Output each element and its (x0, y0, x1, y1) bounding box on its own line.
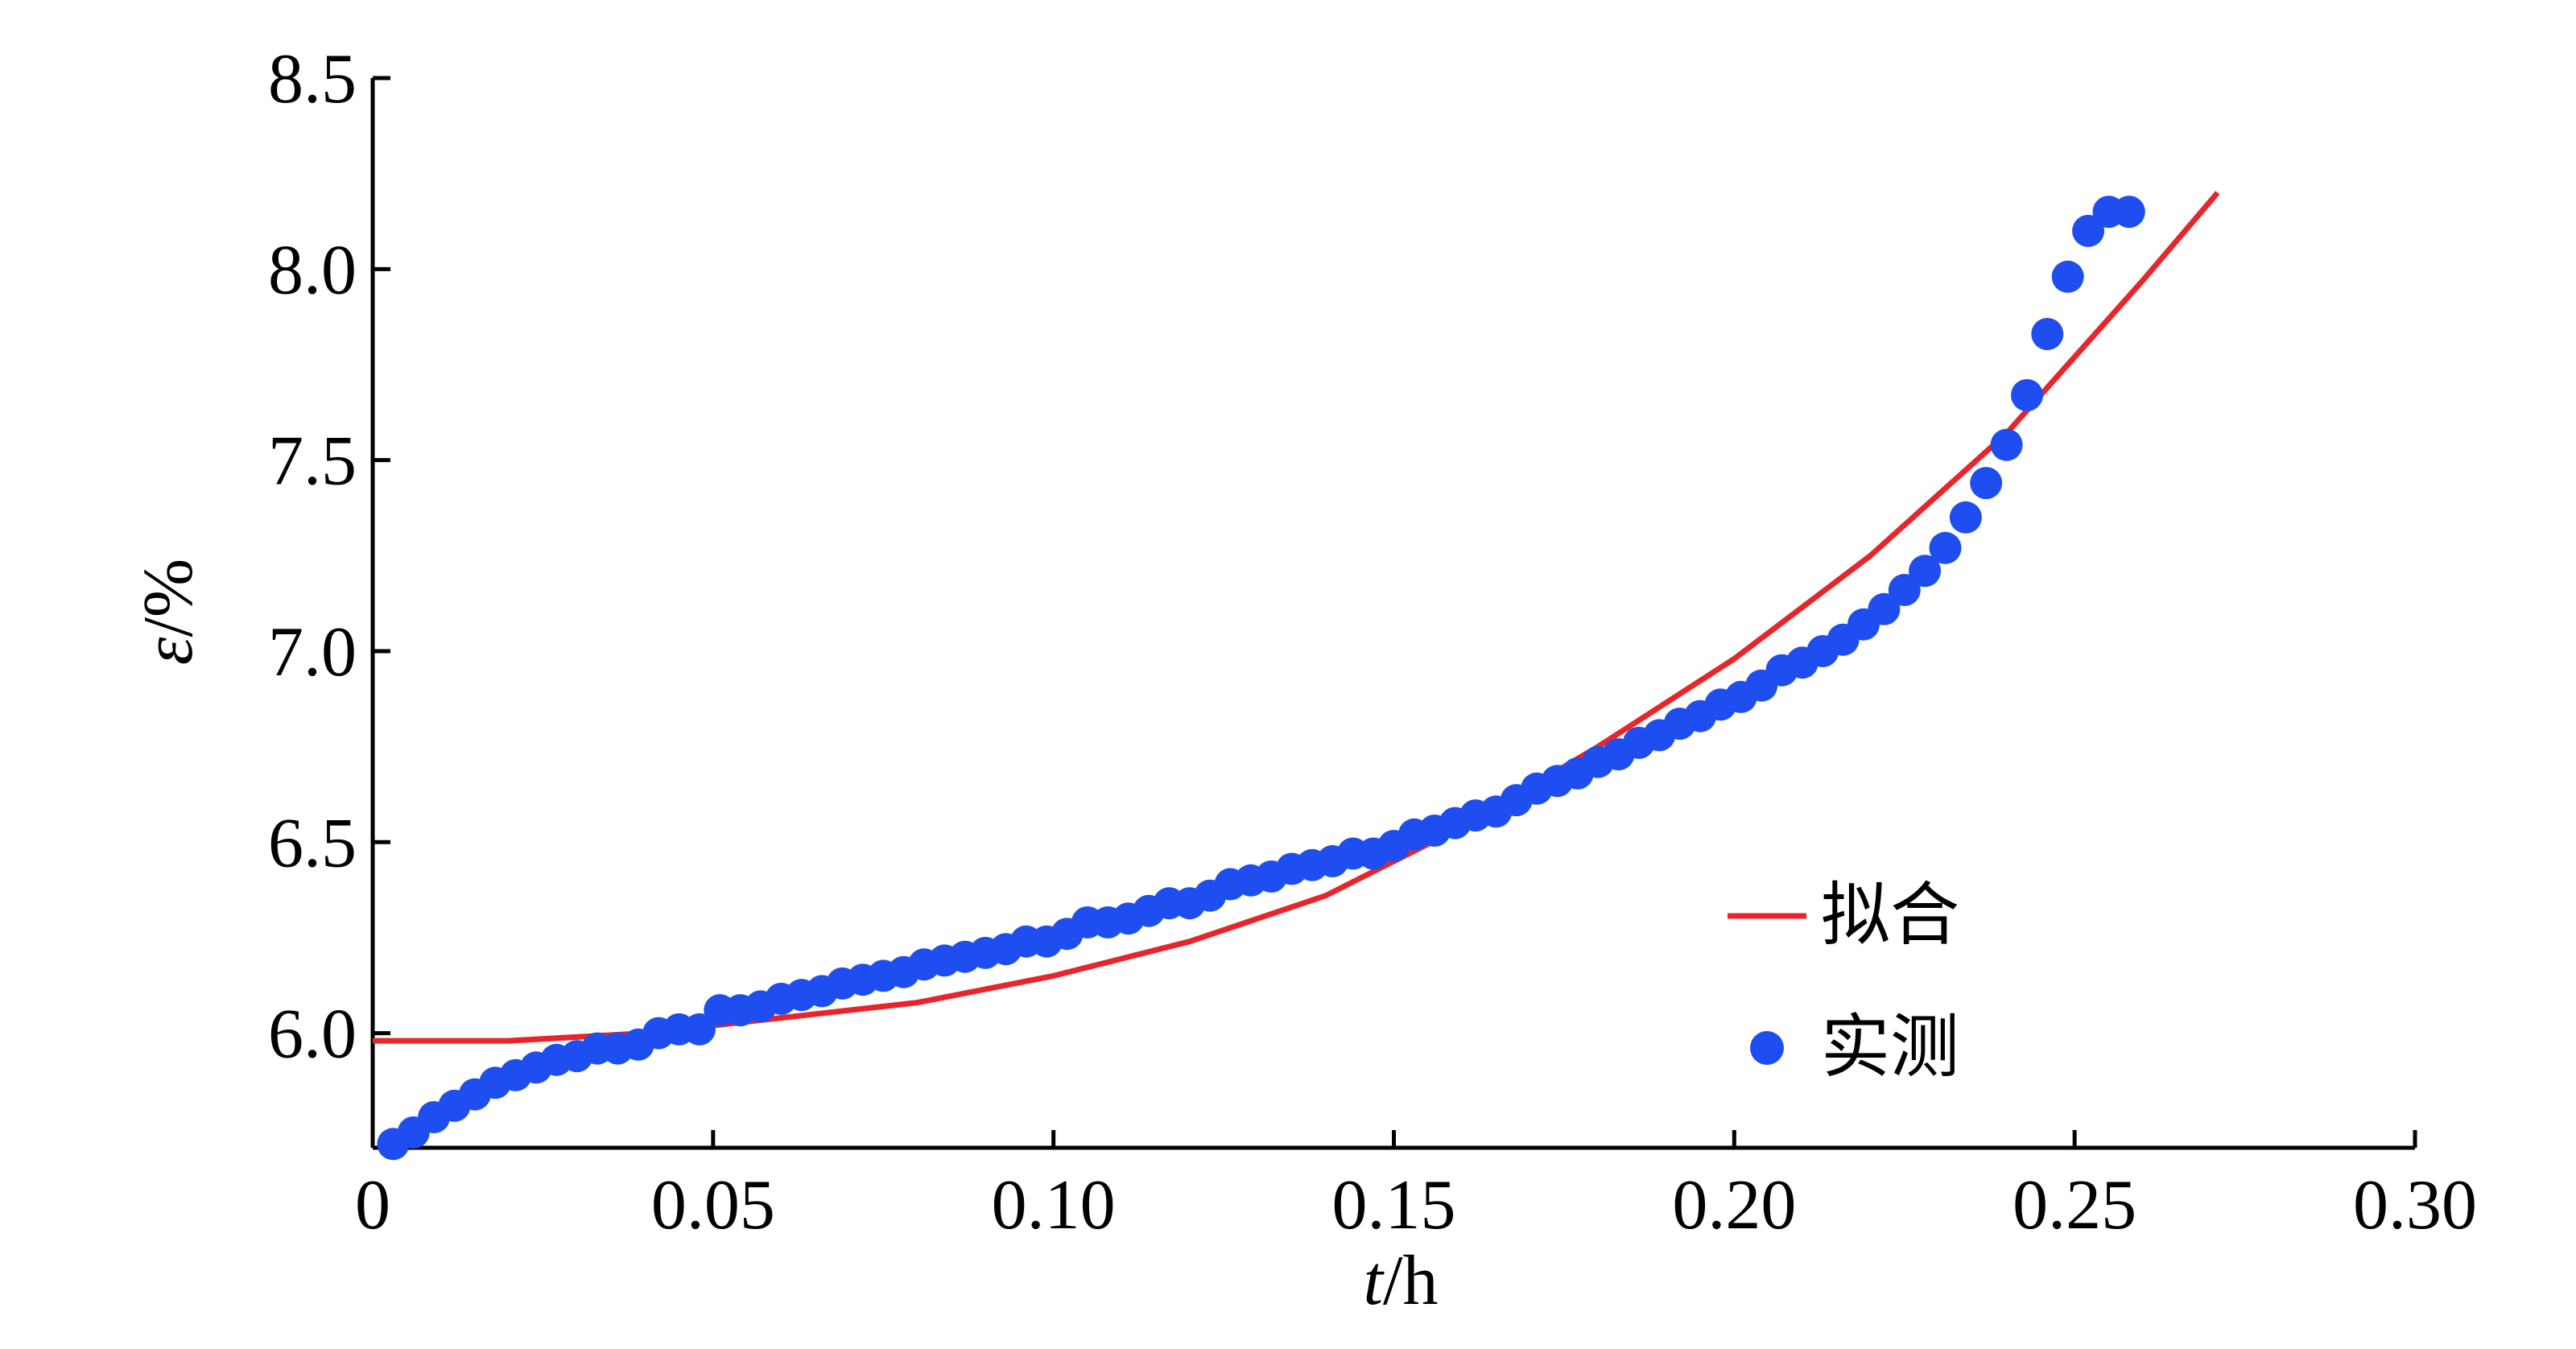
x-tick-label: 0.15 (1332, 1166, 1456, 1244)
measured-point (1909, 555, 1942, 588)
measured-point (683, 1013, 716, 1046)
legend-label-fit: 拟合 (1821, 875, 1959, 955)
y-tick-label: 6.0 (268, 996, 357, 1074)
y-tick-label: 7.0 (268, 613, 357, 691)
measured-point (1888, 574, 1921, 606)
y-axis-title: ε/% (130, 559, 208, 665)
y-axis-unit: /% (130, 559, 208, 637)
x-axis-unit: /h (1383, 1242, 1438, 1320)
x-tick-label: 0.25 (2013, 1166, 2136, 1244)
y-tick-label: 8.5 (268, 40, 357, 118)
y-axis-variable: ε (130, 637, 208, 665)
axes (370, 78, 2415, 1150)
x-tick-label: 0.20 (1672, 1166, 1796, 1244)
y-tick-label: 7.5 (268, 423, 357, 501)
measured-point (2112, 196, 2145, 229)
legend-dot-swatch (1750, 1031, 1784, 1065)
x-axis-title: t/h (1364, 1242, 1439, 1320)
measured-point (1990, 428, 2023, 461)
measured-point (1868, 592, 1901, 625)
plot-area (373, 191, 2220, 1161)
x-tick-label: 0.10 (992, 1166, 1116, 1244)
ticks: 6.0 6.5 7.0 7.5 8.0 8.5 0 0.05 0.10 0.15 0.20 0.25 0… (268, 40, 2477, 1244)
y-tick-label: 8.0 (268, 231, 357, 309)
x-tick-label: 0 (355, 1166, 390, 1244)
legend: 拟合 实测 (1728, 875, 1959, 1087)
measured-point (1949, 501, 1982, 534)
x-tick-label: 0.30 (2353, 1166, 2477, 1244)
measured-point (2011, 379, 2043, 411)
measured-point (2051, 260, 2084, 293)
x-axis-variable: t (1364, 1242, 1385, 1320)
x-tick-label: 0.05 (651, 1166, 775, 1244)
measured-point (2072, 214, 2105, 247)
measured-point (1929, 531, 1962, 564)
y-tick-label: 6.5 (268, 804, 357, 882)
measured-point (2031, 318, 2064, 350)
legend-label-measured: 实测 (1821, 1007, 1959, 1087)
measured-point (1970, 467, 2003, 500)
